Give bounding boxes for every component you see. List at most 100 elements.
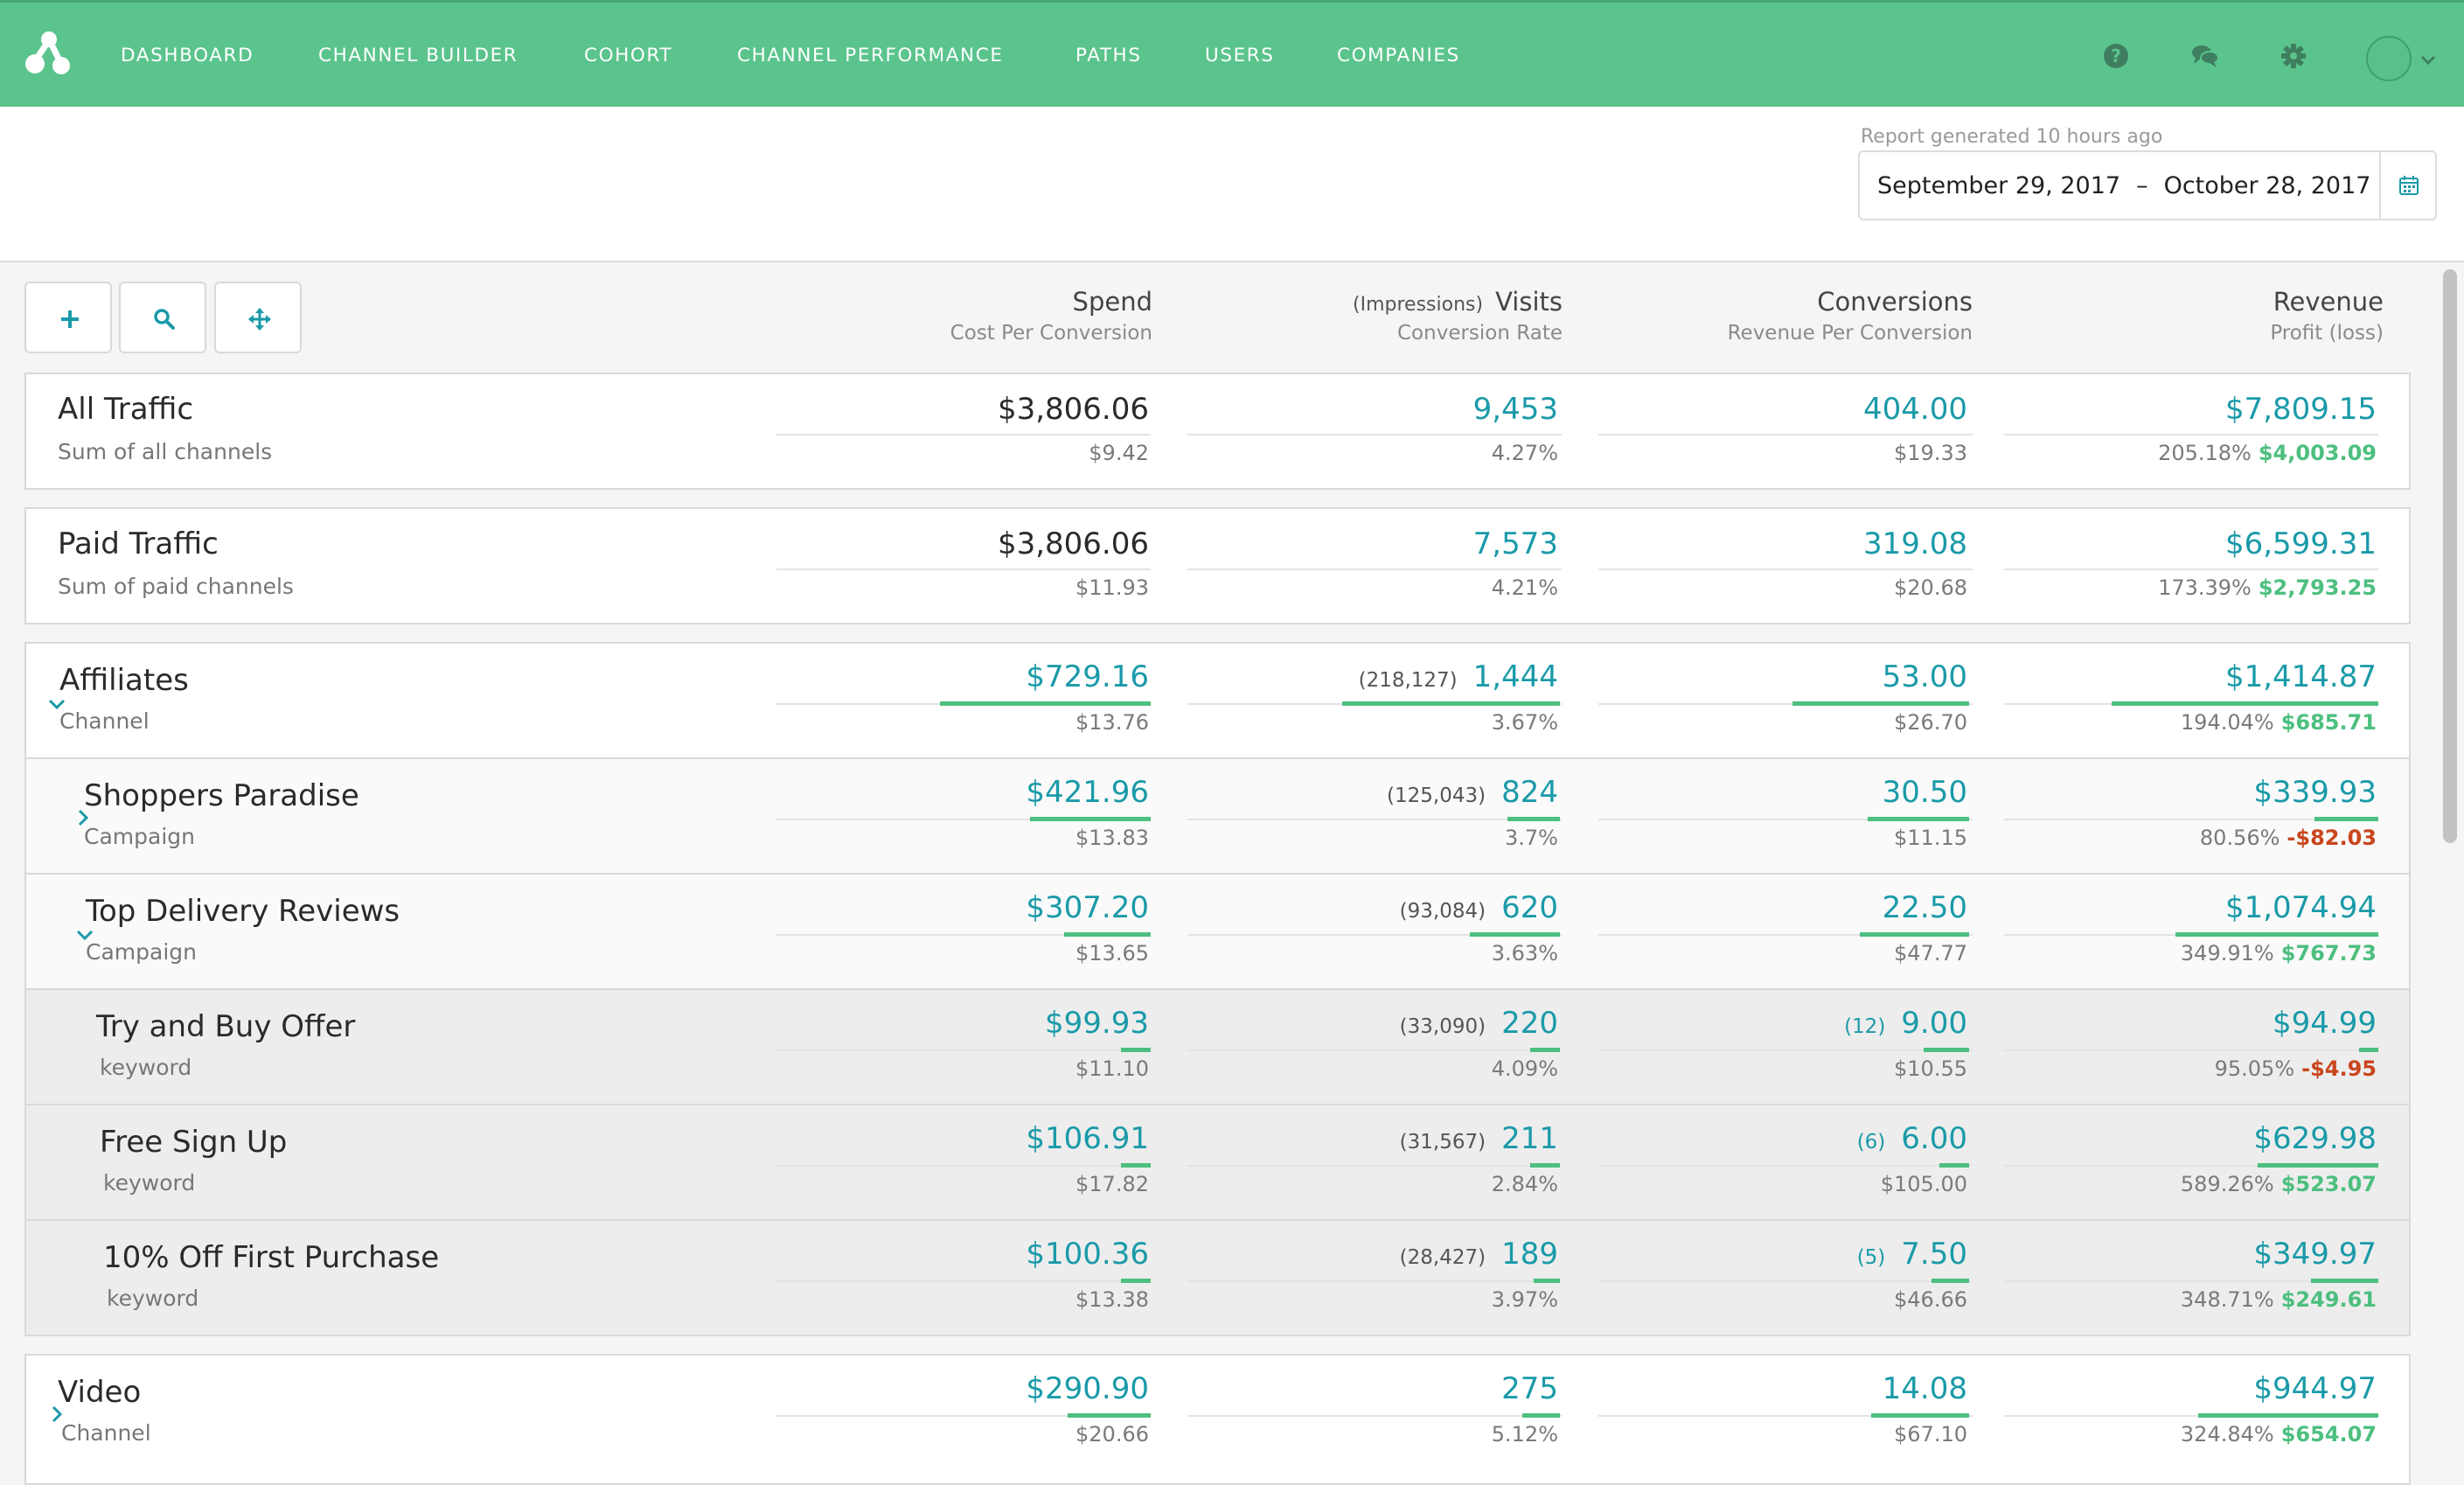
help-icon[interactable]: ? bbox=[2101, 41, 2131, 71]
cell-revenue[interactable]: $629.98 bbox=[2253, 1121, 2377, 1156]
cell-divider bbox=[776, 1415, 1151, 1417]
cell-roi: 348.71% $249.61 bbox=[2181, 1287, 2377, 1312]
cell-visits[interactable]: (93,084) 620 bbox=[1400, 890, 1558, 925]
scrollbar-thumb[interactable] bbox=[2443, 269, 2457, 843]
chat-icon[interactable] bbox=[2190, 41, 2220, 71]
cell-visits[interactable]: (218,127) 1,444 bbox=[1359, 659, 1558, 694]
table-row-top-delivery-reviews[interactable]: Top Delivery Reviews Campaign $307.20 $13.6… bbox=[24, 873, 2411, 990]
row-subtitle: Campaign bbox=[86, 939, 197, 965]
move-button[interactable] bbox=[214, 282, 302, 353]
date-range-text[interactable]: September 29, 2017– October 28, 2017 bbox=[1877, 172, 2370, 199]
cell-conversions[interactable]: 14.08 bbox=[1883, 1371, 1967, 1406]
row-title[interactable]: Video bbox=[58, 1375, 142, 1410]
cell-visits[interactable]: (125,043) 824 bbox=[1387, 775, 1558, 810]
table-row-affiliates[interactable]: Affiliates Channel $729.16 $13.76 (218,127) 1… bbox=[24, 642, 2411, 759]
cell-rate: 4.27% bbox=[1492, 441, 1558, 465]
date-range-picker[interactable]: September 29, 2017– October 28, 2017 bbox=[1858, 150, 2437, 220]
nav-companies[interactable]: COMPANIES bbox=[1337, 45, 1460, 66]
cell-conversions[interactable]: (5) 7.50 bbox=[1857, 1237, 1967, 1272]
nav-cohort[interactable]: COHORT bbox=[584, 45, 673, 66]
nav-dashboard[interactable]: DASHBOARD bbox=[121, 45, 254, 66]
cell-spend-value: $421.96 bbox=[1026, 775, 1149, 810]
cell-spend[interactable]: $3,806.06 bbox=[998, 392, 1149, 427]
move-arrows-icon bbox=[248, 308, 271, 331]
nav-users[interactable]: USERS bbox=[1205, 45, 1275, 66]
column-header-spend[interactable]: Spend Cost Per Conversion bbox=[950, 287, 1152, 345]
table-row-try-and-buy-offer[interactable]: Try and Buy Offer keyword $99.93 $11.10 (33,… bbox=[24, 988, 2411, 1105]
cell-divider bbox=[776, 934, 1151, 936]
table-row-free-sign-up[interactable]: Free Sign Up keyword $106.91 $17.82 (31,567)… bbox=[24, 1104, 2411, 1221]
cell-conversions[interactable]: (12) 9.00 bbox=[1844, 1006, 1967, 1041]
cell-conversions[interactable]: 53.00 bbox=[1883, 659, 1967, 694]
calendar-button[interactable] bbox=[2379, 152, 2435, 219]
search-button[interactable] bbox=[119, 282, 206, 353]
cell-visits[interactable]: 275 bbox=[1501, 1371, 1558, 1406]
cell-revenue[interactable]: $339.93 bbox=[2253, 775, 2377, 810]
row-title[interactable]: Paid Traffic bbox=[58, 526, 219, 561]
add-button[interactable] bbox=[24, 282, 112, 353]
cell-spend[interactable]: $100.36 bbox=[1026, 1237, 1149, 1272]
row-title[interactable]: 10% Off First Purchase bbox=[103, 1240, 440, 1275]
row-title[interactable]: All Traffic bbox=[58, 392, 194, 427]
cell-visits[interactable]: 7,573 bbox=[1473, 526, 1558, 561]
table-row-all-traffic[interactable]: All Traffic Sum of all channels $3,806.06 $… bbox=[24, 373, 2411, 490]
cell-revenue[interactable]: $1,074.94 bbox=[2225, 890, 2377, 925]
nav-paths[interactable]: PATHS bbox=[1075, 45, 1142, 66]
cell-revenue[interactable]: $94.99 bbox=[2273, 1006, 2377, 1041]
gear-icon[interactable] bbox=[2279, 41, 2308, 71]
row-title[interactable]: Affiliates bbox=[59, 663, 189, 698]
user-avatar[interactable] bbox=[2366, 36, 2412, 81]
cell-roi-value: 173.39% bbox=[2158, 575, 2252, 600]
cell-revenue[interactable]: $7,809.15 bbox=[2225, 392, 2377, 427]
cell-spend[interactable]: $421.96 bbox=[1026, 775, 1149, 810]
chevron-right-icon[interactable] bbox=[45, 1403, 68, 1426]
column-header-revenue[interactable]: Revenue Profit (loss) bbox=[2270, 287, 2384, 345]
cell-revenue-value: $944.97 bbox=[2253, 1371, 2377, 1406]
app-logo-icon[interactable] bbox=[23, 27, 75, 80]
table-row-shoppers-paradise[interactable]: Shoppers Paradise Campaign $421.96 $13.83 (1… bbox=[24, 757, 2411, 875]
row-title[interactable]: Shoppers Paradise bbox=[84, 778, 359, 813]
cell-spend[interactable]: $106.91 bbox=[1026, 1121, 1149, 1156]
cell-revenue[interactable]: $349.97 bbox=[2253, 1237, 2377, 1272]
column-cpc-label: Cost Per Conversion bbox=[950, 322, 1152, 345]
cell-revenue[interactable]: $6,599.31 bbox=[2225, 526, 2377, 561]
cell-rate: 3.97% bbox=[1492, 1287, 1558, 1312]
cell-conversions[interactable]: 30.50 bbox=[1883, 775, 1967, 810]
cell-spend[interactable]: $290.90 bbox=[1026, 1371, 1149, 1406]
table-row-10-off-first-purchase[interactable]: 10% Off First Purchase keyword $100.36 $13.… bbox=[24, 1219, 2411, 1336]
chevron-down-icon[interactable] bbox=[2419, 50, 2438, 69]
chevron-down-icon[interactable] bbox=[73, 924, 96, 946]
column-conversions-label: Conversions bbox=[1817, 287, 1973, 317]
cell-spend[interactable]: $99.93 bbox=[1045, 1006, 1149, 1041]
cell-cpc-value: $11.93 bbox=[1075, 575, 1149, 600]
cell-conversions[interactable]: 22.50 bbox=[1883, 890, 1967, 925]
cell-conversions[interactable]: (6) 6.00 bbox=[1857, 1121, 1967, 1156]
row-title[interactable]: Top Delivery Reviews bbox=[86, 894, 400, 929]
nav-channel-builder[interactable]: CHANNEL BUILDER bbox=[318, 45, 519, 66]
chevron-down-icon[interactable] bbox=[45, 693, 68, 715]
cell-visits[interactable]: (28,427) 189 bbox=[1400, 1237, 1558, 1272]
cell-conversions[interactable]: 404.00 bbox=[1863, 392, 1967, 427]
cell-roi: 95.05% -$4.95 bbox=[2215, 1056, 2377, 1081]
table-row-paid-traffic[interactable]: Paid Traffic Sum of paid channels $3,806.0… bbox=[24, 507, 2411, 624]
row-title[interactable]: Try and Buy Offer bbox=[96, 1009, 356, 1044]
cell-spend[interactable]: $729.16 bbox=[1026, 659, 1149, 694]
cell-visits[interactable]: (31,567) 211 bbox=[1400, 1121, 1558, 1156]
cell-cpc-value: $13.38 bbox=[1075, 1287, 1149, 1312]
cell-visits[interactable]: 9,453 bbox=[1473, 392, 1558, 427]
cell-divider bbox=[1187, 1415, 1562, 1417]
nav-channel-performance[interactable]: CHANNEL PERFORMANCE bbox=[737, 45, 1004, 66]
chevron-right-icon[interactable] bbox=[72, 806, 94, 829]
row-title[interactable]: Free Sign Up bbox=[100, 1125, 288, 1160]
cell-spend[interactable]: $307.20 bbox=[1026, 890, 1149, 925]
column-header-conversions[interactable]: Conversions Revenue Per Conversion bbox=[1728, 287, 1973, 345]
cell-revenue[interactable]: $1,414.87 bbox=[2225, 659, 2377, 694]
cell-conversions[interactable]: 319.08 bbox=[1863, 526, 1967, 561]
cell-spend[interactable]: $3,806.06 bbox=[998, 526, 1149, 561]
table-row-video[interactable]: Video Channel $290.90 $20.66 275 5.12% 14.08 $6… bbox=[24, 1354, 2411, 1485]
cell-revenue[interactable]: $944.97 bbox=[2253, 1371, 2377, 1406]
cell-visits[interactable]: (33,090) 220 bbox=[1400, 1006, 1558, 1041]
cell-spend-value: $729.16 bbox=[1026, 659, 1149, 694]
column-header-visits[interactable]: (Impressions) Visits Conversion Rate bbox=[1353, 287, 1563, 345]
cell-cpc-value: $11.10 bbox=[1075, 1056, 1149, 1081]
